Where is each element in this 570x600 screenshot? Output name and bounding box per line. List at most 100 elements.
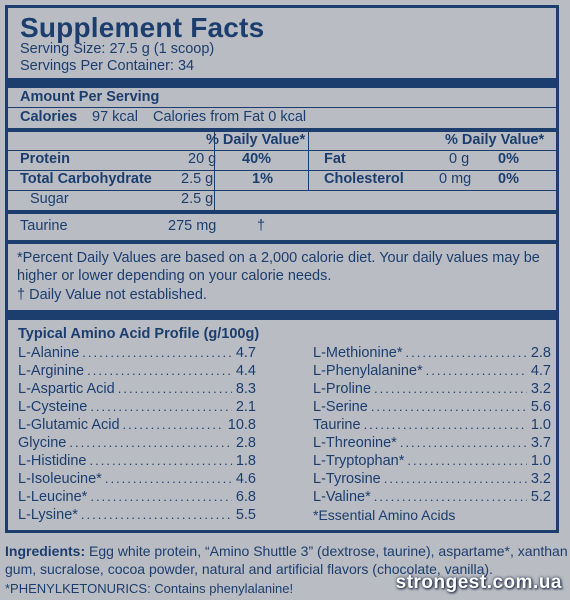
column-separator — [308, 132, 309, 190]
amino-row: L-Isoleucine*...........................… — [18, 470, 256, 488]
amino-value: 2.8 — [530, 345, 551, 361]
leader-dots: ........................................… — [122, 417, 224, 432]
amino-value: 5.2 — [530, 489, 551, 505]
amino-value: 4.6 — [235, 471, 256, 487]
nutrient-name: Cholesterol — [324, 171, 404, 187]
taurine-name: Taurine — [20, 218, 68, 234]
nutrient-name: Total Carbohydrate — [20, 171, 152, 187]
amino-name: L-Methionine* — [313, 345, 403, 361]
servings-per-container: Servings Per Container: 34 — [20, 58, 195, 74]
leader-dots: ........................................… — [374, 381, 527, 396]
dv-header-left: % Daily Value* — [206, 132, 306, 148]
amino-value: 4.7 — [235, 345, 256, 361]
amino-row: L-Arginine..............................… — [18, 362, 256, 380]
amino-value: 10.8 — [227, 417, 256, 433]
leader-dots: ........................................… — [370, 399, 527, 414]
thick-divider-top — [8, 78, 556, 88]
pku-warning: *PHENYLKETONURICS: Contains phenylalanin… — [5, 581, 294, 596]
amino-name: Glycine — [18, 435, 67, 451]
amino-row: L-Cysteine..............................… — [18, 398, 256, 416]
leader-dots: ........................................… — [405, 345, 526, 360]
amino-name: L-Tryptophan* — [313, 453, 405, 469]
amino-row: L-Valine*...............................… — [313, 488, 551, 506]
nutrient-name: Protein — [20, 151, 70, 167]
leader-dots: ........................................… — [407, 453, 526, 468]
amino-name: L-Histidine — [18, 453, 87, 469]
amino-row: L-Serine................................… — [313, 398, 551, 416]
amino-row: L-Glutamic Acid.........................… — [18, 416, 256, 434]
ingredients-line: Ingredients: Egg white protein, “Amino S… — [5, 543, 568, 559]
amino-name: L-Tyrosine — [313, 471, 381, 487]
leader-dots: ........................................… — [117, 381, 232, 396]
amino-value: 2.8 — [235, 435, 256, 451]
amino-row: Taurine.................................… — [313, 416, 551, 434]
thick-divider-bottom — [8, 310, 556, 320]
leader-dots: ........................................… — [82, 345, 232, 360]
footnote-line: higher or lower depending on your calori… — [17, 268, 332, 284]
footnote-line: † Daily Value not established. — [17, 287, 207, 303]
leader-dots: ........................................… — [104, 471, 232, 486]
watermark: strongest.com.ua — [395, 572, 562, 593]
amino-name: L-Leucine* — [18, 489, 88, 505]
amino-row: L-Aspartic Acid.........................… — [18, 380, 256, 398]
taurine-dv: † — [257, 218, 266, 234]
amino-name: L-Alanine — [18, 345, 80, 361]
supplement-facts-panel: Supplement Facts Serving Size: 27.5 g (1… — [5, 5, 559, 533]
nutrient-amount: 0 mg — [439, 171, 472, 187]
divider — [8, 190, 556, 191]
ingredients-label: Ingredients: — [5, 543, 86, 559]
amino-row: L-Histidine.............................… — [18, 452, 256, 470]
essential-amino-note: *Essential Amino Acids — [313, 507, 456, 523]
amino-value: 1.0 — [530, 417, 551, 433]
nutrient-dv: 40% — [242, 151, 272, 167]
amino-value: 4.4 — [235, 363, 256, 379]
amino-value: 4.7 — [530, 363, 551, 379]
amino-row: L-Threonine*............................… — [313, 434, 551, 452]
nutrient-name: Sugar — [30, 191, 69, 207]
leader-dots: ........................................… — [399, 435, 527, 450]
amino-value: 1.8 — [235, 453, 256, 469]
leader-dots: ........................................… — [90, 489, 232, 504]
amino-row: L-Leucine*..............................… — [18, 488, 256, 506]
amino-value: 2.1 — [235, 399, 256, 415]
amino-value: 6.8 — [235, 489, 256, 505]
nutrient-amount: 2.5 g — [181, 171, 214, 187]
amino-row: L-Lysine*...............................… — [18, 506, 256, 524]
leader-dots: ........................................… — [90, 399, 232, 414]
amino-value: 8.3 — [235, 381, 256, 397]
calories-label: Calories — [20, 109, 78, 125]
leader-dots: ........................................… — [69, 435, 232, 450]
amino-name: L-Serine — [313, 399, 368, 415]
nutrient-amount: 20 g — [188, 151, 217, 167]
amino-name: L-Valine* — [313, 489, 371, 505]
amino-name: L-Arginine — [18, 363, 85, 379]
nutrient-dv: 0% — [498, 151, 519, 167]
nutrient-dv: 1% — [252, 171, 273, 187]
leader-dots: ........................................… — [425, 363, 527, 378]
leader-dots: ........................................… — [373, 489, 527, 504]
amino-profile-title: Typical Amino Acid Profile (g/100g) — [18, 326, 260, 342]
calories-from-fat: Calories from Fat 0 kcal — [153, 109, 307, 125]
amino-name: L-Aspartic Acid — [18, 381, 115, 397]
calories-value: 97 kcal — [92, 109, 138, 125]
amino-row: L-Proline...............................… — [313, 380, 551, 398]
amino-row: Glycine.................................… — [18, 434, 256, 452]
amino-row: L-Tyrosine..............................… — [313, 470, 551, 488]
amino-value: 5.6 — [530, 399, 551, 415]
amino-name: L-Phenylalanine* — [313, 363, 423, 379]
nutrient-dv: 0% — [498, 171, 519, 187]
medium-divider — [8, 240, 556, 244]
divider — [8, 150, 556, 151]
ingredients-line: gum, sucralose, cocoa powder, natural an… — [5, 561, 493, 577]
medium-divider — [8, 128, 556, 132]
dv-header-right: % Daily Value* — [445, 132, 545, 148]
amino-value: 3.2 — [530, 471, 551, 487]
amino-row: L-Methionine*...........................… — [313, 344, 551, 362]
column-separator — [214, 132, 215, 211]
amino-name: L-Cysteine — [18, 399, 88, 415]
serving-size: Serving Size: 27.5 g (1 scoop) — [20, 41, 215, 57]
amino-row: L-Tryptophan*...........................… — [313, 452, 551, 470]
nutrient-amount: 2.5 g — [181, 191, 214, 207]
amino-name: L-Glutamic Acid — [18, 417, 120, 433]
nutrient-amount: 0 g — [449, 151, 470, 167]
